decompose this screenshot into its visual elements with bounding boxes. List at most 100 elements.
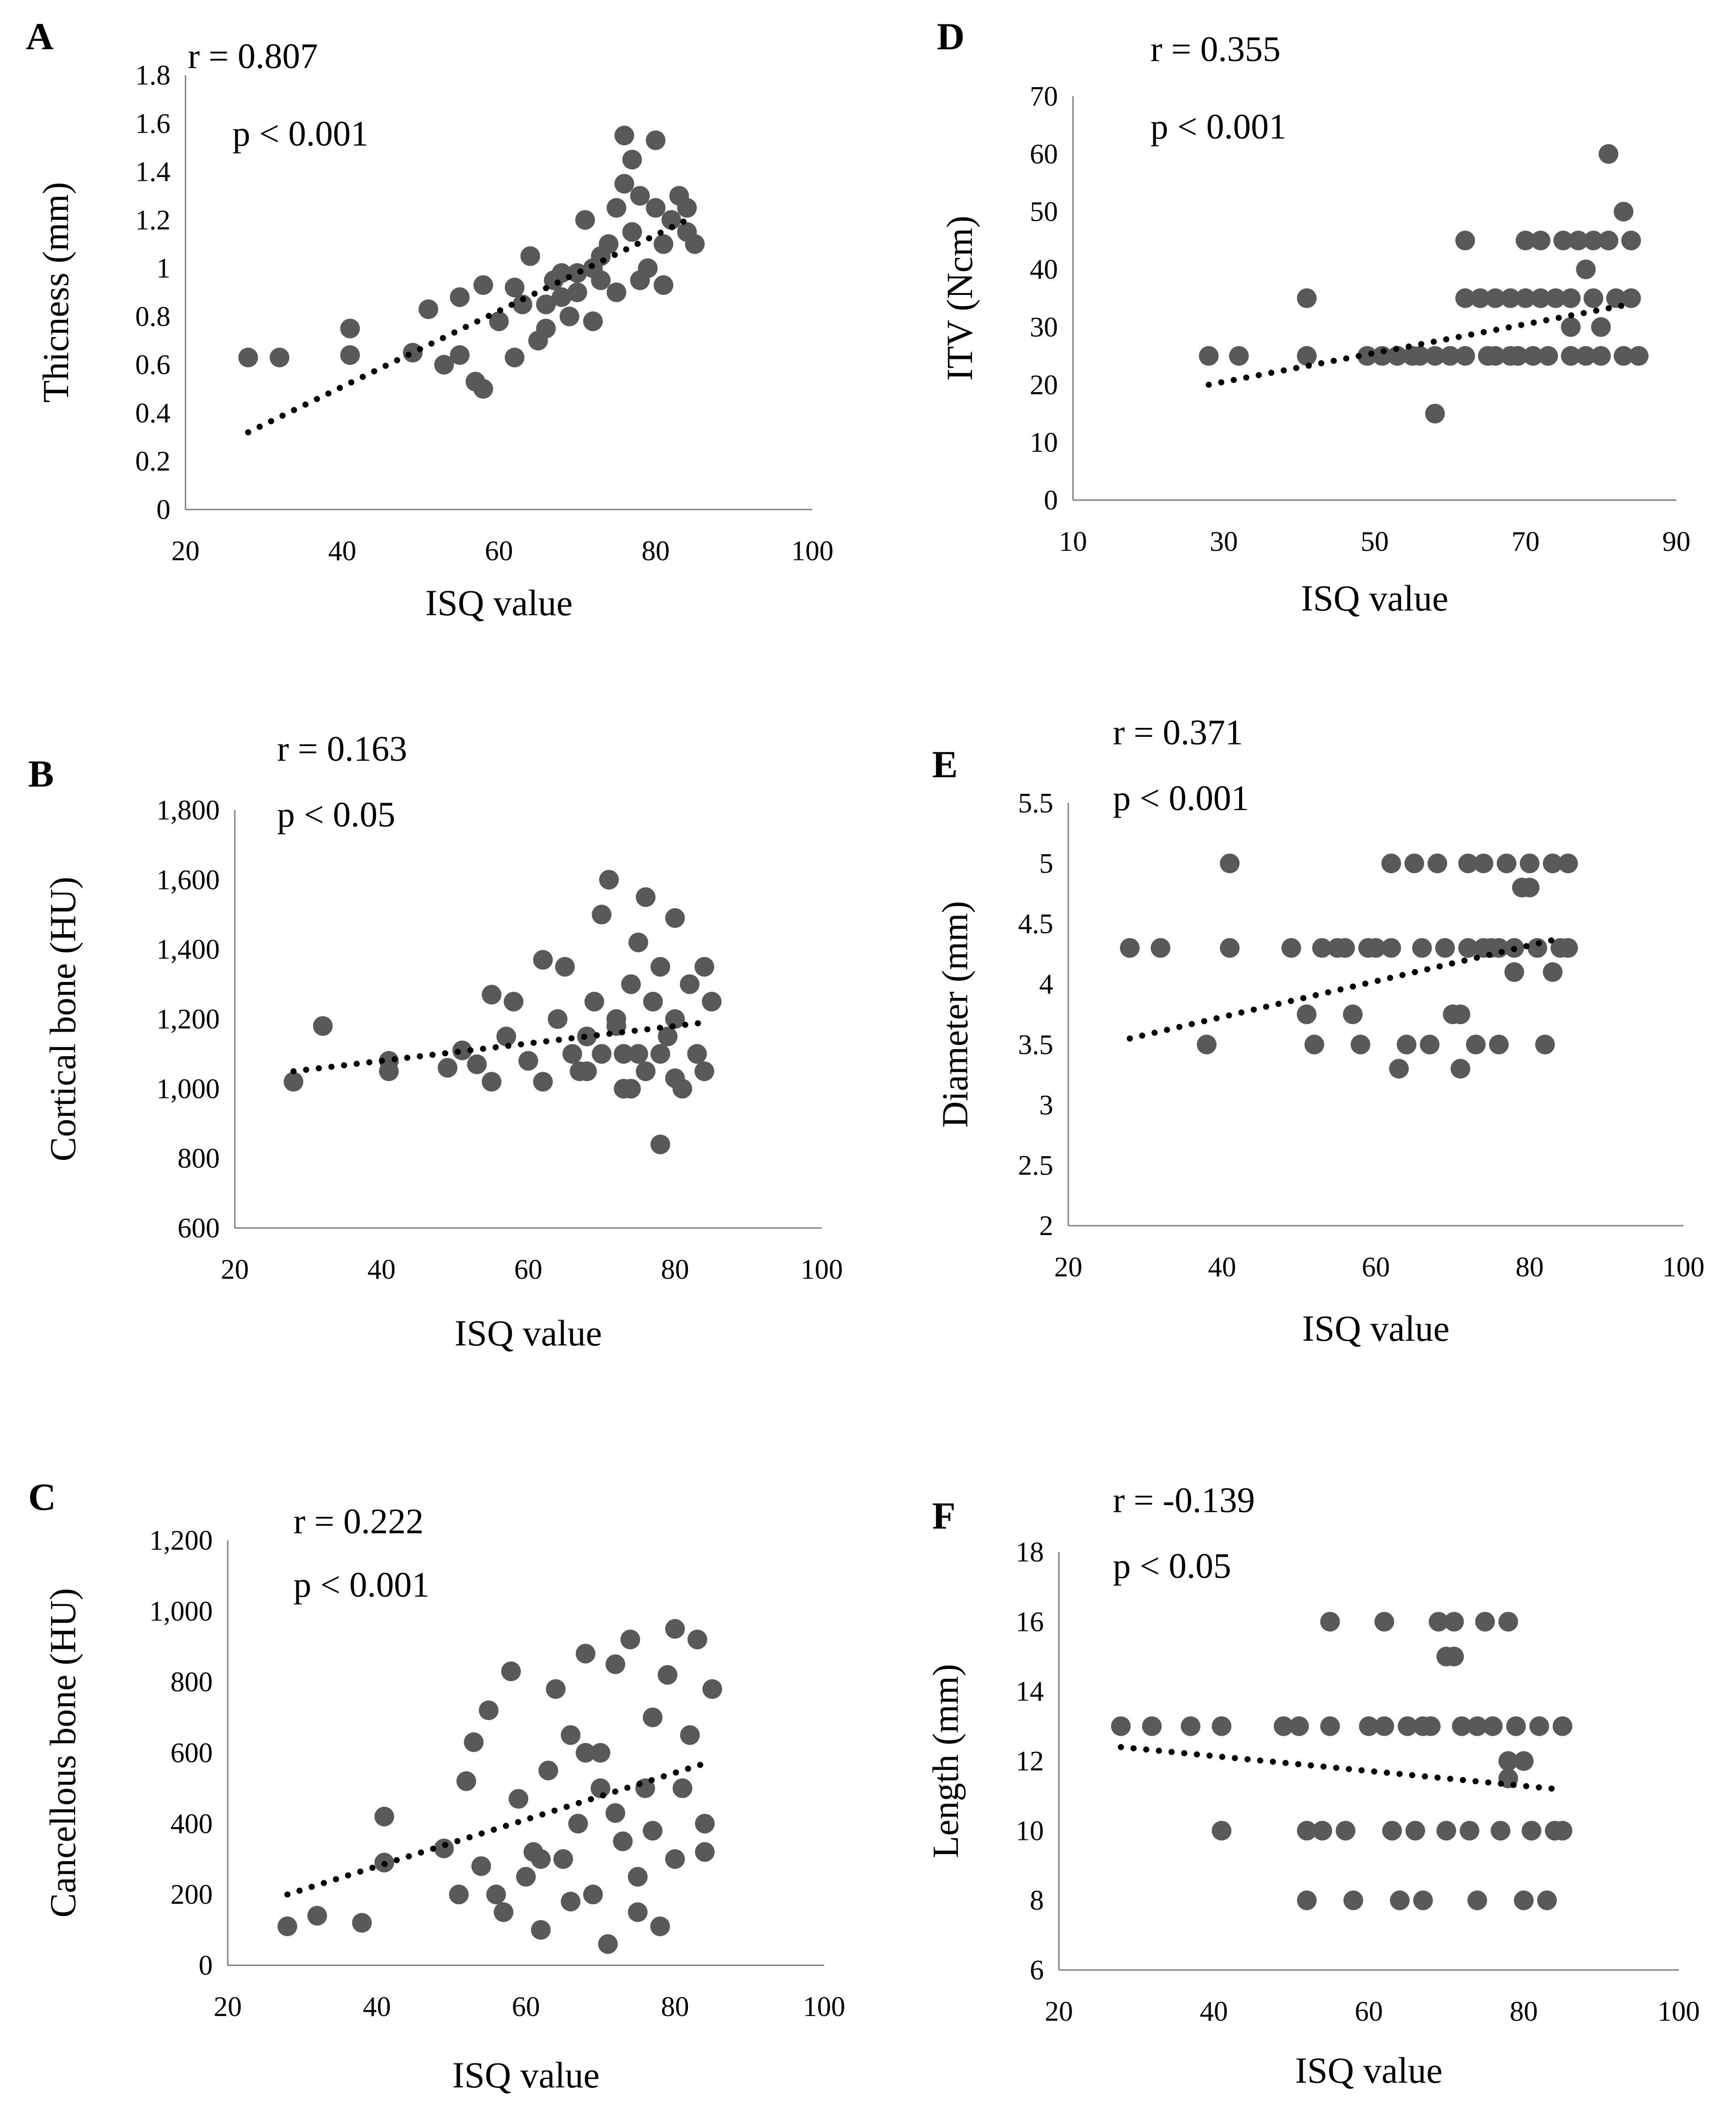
data-point (559, 306, 579, 326)
data-point (489, 311, 509, 332)
data-point (1211, 1716, 1232, 1736)
data-point (1455, 288, 1475, 308)
data-point (1452, 1716, 1472, 1736)
data-point (1591, 317, 1611, 337)
data-point (1504, 962, 1524, 982)
data-point (379, 1061, 399, 1082)
data-point (452, 1040, 472, 1060)
data-point (1530, 231, 1551, 251)
data-point (1397, 1716, 1418, 1736)
data-point (1273, 1716, 1294, 1736)
data-point (1543, 962, 1563, 982)
data-point (1404, 853, 1424, 873)
data-point (1382, 1821, 1402, 1841)
data-point (665, 1009, 685, 1029)
y-tick-label: 6 (1030, 1954, 1044, 1985)
x-axis-label: ISQ value (452, 2055, 600, 2095)
panel-letter: B (28, 752, 54, 795)
data-point (1359, 1716, 1379, 1736)
data-point (1475, 1612, 1495, 1632)
panel-c: 0 200 400 600 800 1,000 1,200 20 40 60 80 100 ISQ va… (28, 1476, 845, 2095)
data-point (567, 263, 587, 283)
data-point (562, 1044, 582, 1064)
data-point (1425, 403, 1445, 424)
data-point (1358, 938, 1378, 958)
x-tick-label: 80 (1510, 1996, 1538, 2027)
data-point (1483, 1716, 1503, 1736)
data-point (1553, 231, 1574, 251)
data-point (1561, 317, 1581, 337)
data-point (1527, 938, 1547, 958)
data-point (1537, 1890, 1557, 1910)
data-point (1412, 938, 1432, 958)
data-point (418, 299, 439, 319)
y-tick-label: 400 (170, 1808, 213, 1839)
x-tick-label: 60 (512, 1991, 540, 2022)
data-point (694, 957, 714, 977)
y-tick-label: 40 (1030, 254, 1058, 285)
data-point (1474, 853, 1494, 873)
panel-letter: E (932, 743, 958, 786)
data-point (1150, 938, 1171, 958)
data-point (653, 234, 673, 254)
data-point (606, 198, 626, 218)
data-point (481, 985, 502, 1005)
panel-a: 0 0.2 0.4 0.6 0.8 1 1.2 1.4 1.6 1.8 20 40 60 80 100 ISQ… (26, 15, 833, 623)
data-point (1387, 346, 1407, 366)
data-point (1458, 938, 1478, 958)
x-tick-label: 70 (1512, 526, 1540, 557)
x-tick-label: 10 (1059, 526, 1087, 557)
data-point (1120, 938, 1140, 958)
stat-p: p < 0.05 (277, 795, 395, 834)
data-point (1440, 346, 1460, 366)
y-tick-label: 2.5 (1018, 1150, 1053, 1181)
data-point (1397, 1035, 1417, 1055)
data-point (614, 125, 634, 146)
y-tick-label: 20 (1030, 369, 1058, 400)
y-axis-label: Thicness (mm) (35, 182, 76, 402)
data-point (1568, 231, 1589, 251)
data-point (561, 1892, 581, 1912)
data-point (1523, 346, 1543, 366)
stat-p: p < 0.05 (1113, 1546, 1231, 1586)
y-tick-label: 1 (156, 253, 170, 284)
data-point (1297, 1890, 1317, 1910)
stat-r: r = 0.371 (1113, 713, 1243, 752)
data-point (630, 185, 650, 206)
y-tick-label: 1.2 (135, 204, 170, 235)
data-point (1552, 1716, 1573, 1736)
data-point (638, 258, 658, 278)
x-axis-label: ISQ value (1301, 578, 1448, 618)
panel-letter: D (937, 15, 964, 58)
x-tick-label: 60 (1355, 1996, 1383, 2027)
y-tick-label: 1.8 (135, 60, 170, 91)
data-point (1558, 938, 1578, 958)
data-point (1374, 1716, 1394, 1736)
x-tick-label: 100 (803, 1991, 845, 2022)
data-point (1444, 1646, 1464, 1667)
data-point (1466, 1035, 1486, 1055)
data-point (1428, 1612, 1449, 1632)
data-point (605, 1803, 625, 1823)
y-tick-label: 1,600 (156, 864, 220, 895)
data-point (1591, 346, 1611, 366)
data-point (1613, 346, 1634, 366)
data-point (1455, 231, 1475, 251)
data-point (1444, 1612, 1464, 1632)
data-point (503, 991, 524, 1012)
data-point (1497, 853, 1517, 873)
data-point (665, 1068, 685, 1089)
stat-r: r = 0.807 (188, 37, 318, 76)
data-point (636, 1061, 656, 1082)
data-point (307, 1906, 327, 1926)
data-point (1381, 938, 1401, 958)
data-point (1543, 853, 1563, 873)
y-tick-label: 800 (170, 1667, 213, 1698)
data-point (665, 1619, 685, 1639)
trendline (290, 1019, 708, 1074)
data-point (1312, 1821, 1332, 1841)
x-tick-label: 100 (1662, 1251, 1705, 1282)
data-point (1500, 288, 1520, 308)
data-point (536, 318, 556, 339)
data-point (1335, 1821, 1356, 1841)
